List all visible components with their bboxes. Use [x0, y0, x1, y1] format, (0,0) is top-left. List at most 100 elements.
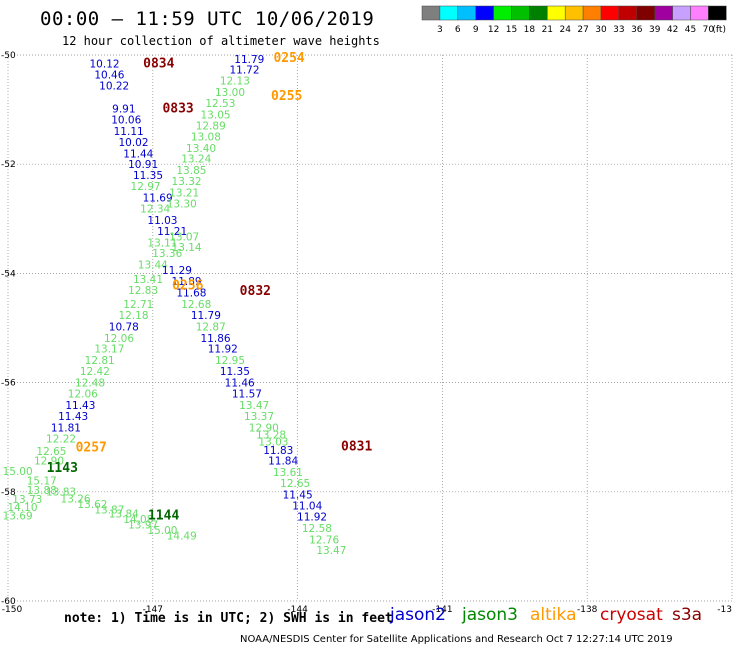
y-tick-label: -58 [1, 488, 16, 498]
credit-line: NOAA/NESDIS Center for Satellite Applica… [240, 634, 673, 645]
wave-height-value: 9.91 [112, 104, 135, 116]
wave-height-value: 12.76 [309, 534, 339, 546]
colorbar-tick-label: 70 [703, 25, 715, 35]
plot-axes: -150 -147 -144 -141 -138 -13 -50 -52 -54 -56 -58 -6… [1, 51, 732, 615]
y-tick-label: -60 [1, 597, 16, 607]
wave-height-value: 11.92 [297, 511, 327, 523]
colorbar-swatch [618, 5, 638, 21]
wave-height-value: 12.90 [34, 456, 64, 468]
colorbar-tick-label: 36 [631, 25, 643, 35]
wave-height-value: 13.32 [172, 176, 202, 188]
wave-height-value: 15.00 [3, 466, 33, 478]
colorbar-swatch [708, 5, 727, 21]
wave-height-value: 12.34 [140, 203, 170, 215]
wave-height-value: 11.81 [51, 422, 81, 434]
wave-height-value: 12.81 [85, 355, 115, 367]
wave-height-value: 13.61 [273, 467, 303, 479]
colorbar-swatch [690, 5, 709, 21]
wave-height-value: 12.97 [131, 181, 161, 193]
x-tick-label: -141 [432, 605, 452, 615]
colorbar-tick-label: 15 [506, 25, 517, 35]
colorbar-swatch [475, 5, 494, 21]
wave-height-value: 14.08 [123, 514, 153, 526]
wave-height-value: 12.18 [118, 310, 148, 322]
wave-height-value: 12.87 [196, 321, 226, 333]
y-tick-label: -50 [1, 51, 16, 61]
colorbar-tick-label: 42 [667, 25, 678, 35]
chart-subtitle: 12 hour collection of altimeter wave hei… [62, 34, 380, 48]
wave-height-value: 13.08 [191, 131, 221, 143]
wave-height-value: 13.26 [61, 493, 91, 505]
colorbar-tick-label: 18 [524, 25, 536, 35]
wave-height-value: 11.79 [234, 54, 264, 66]
colorbar-swatch [457, 5, 476, 21]
pass-time-label: 0257 [76, 440, 107, 455]
wave-height-value: 12.65 [280, 478, 310, 490]
wave-height-value: 12.90 [249, 422, 279, 434]
wave-height-value: 12.06 [104, 333, 134, 345]
pass-time-label: 0255 [271, 89, 302, 104]
wave-height-value: 13.28 [256, 429, 286, 441]
wave-height-value: 12.83 [128, 285, 158, 297]
wave-height-value: 10.91 [128, 159, 158, 171]
pass-time-label: 0834 [143, 57, 174, 72]
wave-height-value: 10.02 [118, 137, 148, 149]
wave-height-value: 10.22 [99, 81, 129, 93]
wave-height-value: 11.35 [220, 366, 250, 378]
wave-height-value: 13.11 [147, 237, 177, 249]
pass-time-label: 0833 [162, 101, 193, 116]
colorbar-tick-label: 45 [685, 25, 696, 35]
colorbar-swatch [672, 5, 691, 21]
colorbar-swatch [600, 5, 620, 21]
wave-height-value: 13.87 [94, 504, 124, 516]
page-title: 00:00 – 11:59 UTC 10/06/2019 [40, 8, 375, 30]
colorbar-swatch [529, 5, 548, 21]
wave-height-value: 13.69 [3, 510, 33, 522]
wave-height-value: 11.04 [292, 500, 322, 512]
wave-height-value: 10.78 [109, 321, 139, 333]
wave-height-value: 12.48 [75, 378, 105, 390]
wave-height-value: 11.72 [229, 65, 259, 77]
wave-height-value: 11.03 [147, 215, 177, 227]
wave-height-value: 13.03 [258, 437, 288, 449]
wave-height-value: 13.41 [133, 274, 163, 286]
colorbar-unit: (ft) [712, 25, 726, 35]
wave-height-value: 13.37 [244, 411, 274, 423]
wave-height-value: 10.12 [90, 59, 120, 71]
colorbar-tick-label: 12 [488, 25, 499, 35]
wave-height-value: 11.89 [172, 276, 202, 288]
wave-height-value: 13.36 [152, 248, 182, 260]
wave-height-value: 12.68 [181, 299, 211, 311]
colorbar-swatch [439, 5, 459, 21]
wave-height-value: 14.49 [167, 530, 197, 542]
wave-height-value: 11.43 [58, 411, 88, 423]
wave-height-value: 11.21 [157, 226, 187, 238]
y-tick-label: -54 [1, 269, 16, 279]
colorbar-tick-label: 6 [455, 25, 461, 35]
wave-height-value: 13.00 [215, 87, 245, 99]
wave-height-value: 10.06 [111, 114, 141, 126]
legend-s3a: s3a [672, 605, 703, 625]
wave-height-value: 13.73 [12, 494, 42, 506]
wave-height-value: 11.44 [123, 148, 153, 160]
colorbar-swatch [493, 5, 512, 21]
colorbar-tick-label: 9 [473, 25, 479, 35]
wave-height-value: 13.83 [46, 486, 76, 498]
wave-height-value: 13.21 [169, 188, 199, 200]
colorbar-swatch [654, 5, 673, 21]
wave-height-value: 14.10 [7, 502, 37, 514]
wave-height-value: 11.92 [208, 344, 238, 356]
legend-cryosat: cryosat [600, 605, 663, 625]
x-tick-label: -150 [2, 605, 23, 615]
pass-time-label: 0256 [172, 278, 203, 293]
wave-height-value: 12.65 [36, 446, 66, 458]
pass-time-label: 1143 [47, 461, 78, 476]
wave-height-value: 13.17 [94, 344, 124, 356]
wave-height-value: 11.86 [201, 333, 231, 345]
wave-height-value: 11.69 [143, 193, 173, 205]
legend-altika: altika [530, 605, 577, 625]
wave-height-value: 13.85 [176, 165, 206, 177]
wave-height-value: 15.00 [147, 525, 177, 537]
wave-height-value: 13.47 [239, 400, 269, 412]
